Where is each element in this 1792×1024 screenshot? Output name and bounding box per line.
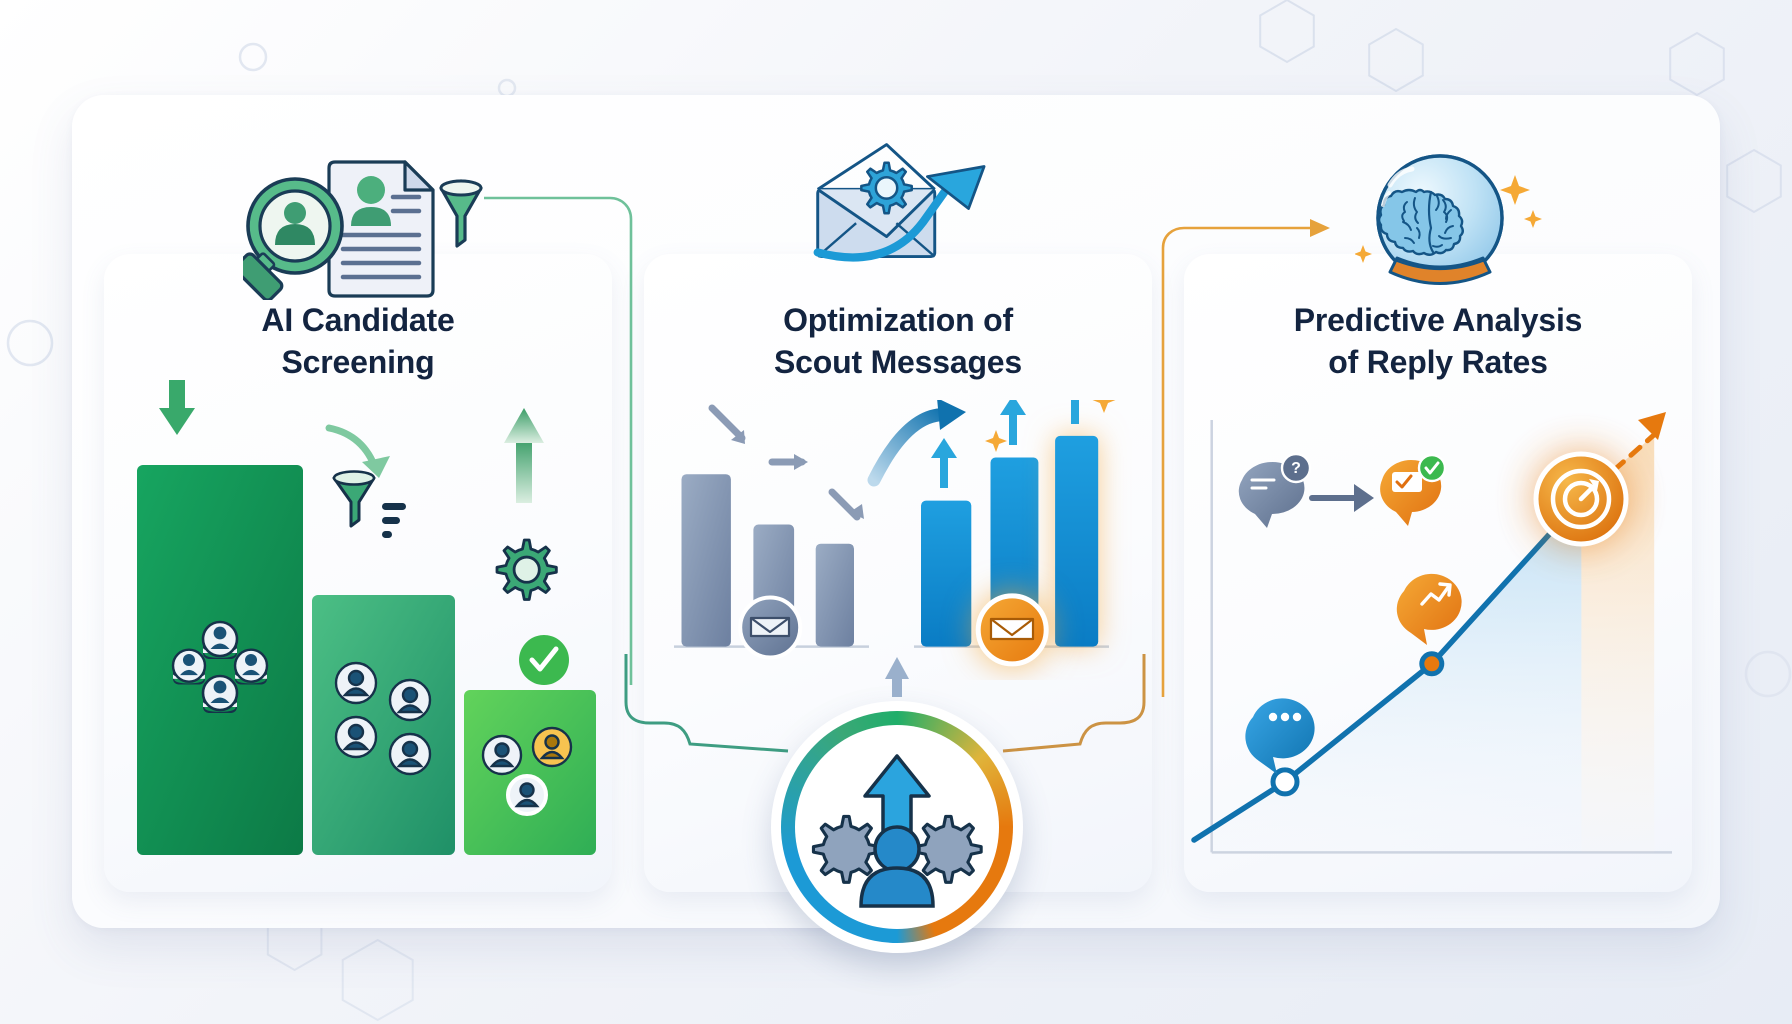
svg-text:?: ? [1291,460,1301,477]
